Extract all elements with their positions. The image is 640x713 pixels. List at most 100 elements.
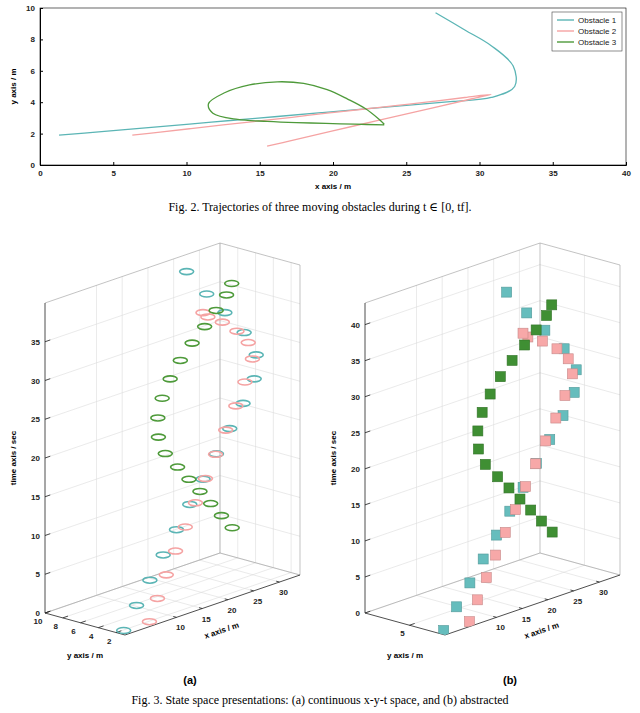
tick-label: 25 [573, 597, 582, 606]
marker [245, 356, 259, 362]
tick-mark [45, 611, 50, 613]
tick-label: 30 [476, 169, 485, 178]
marker [526, 505, 536, 515]
grid-line [540, 373, 620, 395]
box-edge [220, 553, 300, 575]
grid-line [365, 373, 540, 433]
marker [225, 280, 239, 286]
tick-label: 4 [89, 632, 94, 641]
marker [567, 369, 577, 379]
tick-mark [250, 590, 253, 592]
tick-label: 35 [31, 338, 40, 347]
marker [472, 595, 482, 605]
grid [45, 243, 300, 633]
legend: Obstacle 1Obstacle 2Obstacle 3 [552, 12, 622, 51]
z-axis-title: time axis / sec [329, 430, 338, 485]
y-axis-title: y axis / m [67, 651, 103, 660]
marker [547, 300, 557, 310]
tick-mark [45, 379, 50, 381]
marker [542, 311, 552, 321]
tick: 0 [31, 161, 43, 170]
grid-line [220, 553, 300, 575]
grid-line [365, 337, 540, 397]
marker [520, 340, 530, 350]
tick-mark [480, 162, 481, 165]
marker [214, 513, 228, 519]
marker [439, 626, 449, 636]
legend-swatch [557, 41, 574, 42]
tick-label: 15 [522, 615, 531, 624]
x-axis: 0510152025303540 [38, 162, 631, 178]
tick-label: 15 [31, 493, 40, 502]
marker [171, 464, 185, 470]
tick-label: 10 [183, 169, 192, 178]
plot-area [59, 13, 516, 146]
tick-mark [45, 340, 50, 342]
y-axis-title: y axis / m [9, 68, 18, 104]
marker [502, 287, 512, 297]
tick-label: 5 [356, 573, 361, 582]
tick-mark [81, 621, 86, 623]
tick-mark [40, 71, 43, 72]
x-axis-title: x axis / m [523, 621, 560, 641]
grid-line [220, 514, 300, 536]
tick-label: 4 [31, 98, 36, 107]
axis-line [365, 303, 366, 613]
grid-line [199, 560, 279, 582]
tick-mark [63, 616, 68, 618]
plot-area [117, 269, 264, 634]
grid-line [45, 514, 220, 574]
marker [547, 527, 557, 537]
tick-mark [113, 162, 114, 165]
tick-label: 40 [622, 169, 631, 178]
marker [142, 619, 156, 625]
marker [241, 340, 255, 346]
tick: 6 [31, 67, 43, 76]
marker [225, 525, 239, 531]
tick-mark [45, 495, 50, 497]
tick-mark [626, 162, 627, 165]
grid-line [45, 321, 220, 381]
tick-mark [406, 162, 407, 165]
tick-label: 2 [31, 130, 36, 139]
tick-label: 30 [351, 393, 360, 402]
marker [156, 552, 170, 558]
grid-line [540, 481, 620, 503]
tick: 10 [26, 4, 43, 13]
tick-mark [493, 616, 496, 618]
legend-swatch [557, 30, 574, 31]
grid-line [174, 569, 254, 591]
tick-label: 25 [31, 415, 40, 424]
grid-line [63, 558, 238, 618]
marker [481, 573, 491, 583]
grid-line [45, 282, 220, 342]
tick-mark [365, 503, 370, 505]
marker [480, 459, 490, 469]
marker [185, 340, 199, 346]
tick-label: 6 [31, 67, 36, 76]
tick-label: 8 [54, 622, 59, 631]
grid [365, 243, 620, 625]
series-line [132, 94, 491, 146]
grid-line [45, 476, 220, 536]
tick-mark [45, 611, 50, 613]
tick-label: 0 [38, 169, 43, 178]
marker [515, 494, 525, 504]
marker [182, 476, 196, 482]
tick-mark [365, 431, 370, 433]
marker [478, 554, 488, 564]
tick-label: 5 [36, 570, 41, 579]
tick-mark [225, 598, 228, 600]
panel-label: (a) [183, 674, 197, 686]
grid-line [442, 277, 443, 587]
tick-mark [40, 8, 43, 9]
marker [465, 578, 475, 588]
x-axis-title: x axis / m [203, 621, 240, 641]
marker [563, 354, 573, 364]
grid-line [45, 359, 220, 419]
grid-line [45, 437, 220, 497]
x-axis-title: x axis / m [315, 182, 351, 191]
tick-mark [545, 598, 548, 600]
marker [178, 524, 192, 530]
marker [551, 413, 561, 423]
